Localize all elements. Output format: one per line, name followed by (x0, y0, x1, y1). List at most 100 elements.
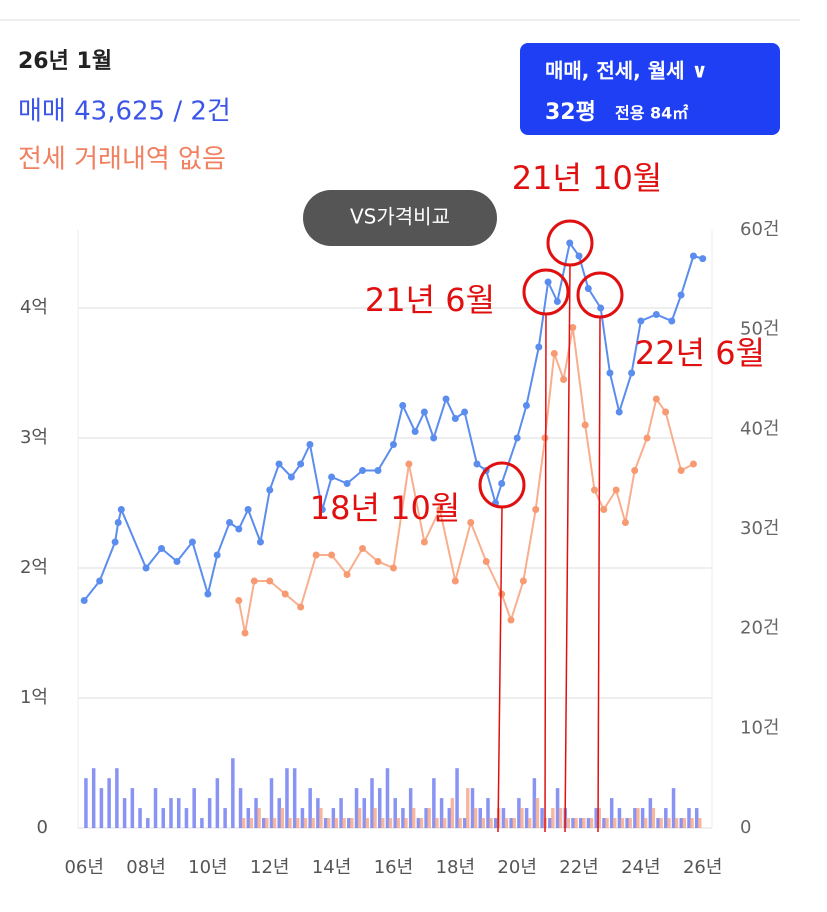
volume-bar (370, 778, 374, 828)
price-point (451, 577, 459, 585)
chart: 0 1억 2억 3억 4억 0 10건 20건 30건 40건 50건 60건 06년 08년 10년 12년… (20, 159, 779, 878)
price-point (420, 408, 428, 416)
price-point (590, 486, 598, 494)
volume-bar (594, 808, 598, 828)
volume-bar (643, 818, 648, 828)
price-point (560, 376, 568, 383)
filter-button[interactable] (520, 43, 780, 135)
compare-button[interactable] (303, 190, 497, 246)
price-point (389, 564, 397, 572)
volume-bar (223, 808, 227, 828)
volume-bar (161, 808, 166, 828)
annotation-circle (522, 268, 570, 316)
price-point (442, 395, 450, 403)
volume-bar (659, 818, 663, 828)
annotation: 21년 6월 (365, 281, 495, 319)
price-point (226, 519, 234, 526)
filter-types[interactable]: 매매, 전세, 월세 ∨ (545, 59, 708, 83)
volume-bar (146, 818, 150, 828)
volume-bar (339, 798, 343, 828)
volume-bar (504, 818, 509, 828)
volume-bar (272, 818, 277, 828)
price-point (411, 428, 419, 435)
price-point (266, 577, 274, 585)
volume-bar (323, 818, 328, 828)
compare-label[interactable]: VS가격비교 (350, 205, 450, 229)
price-point (689, 460, 697, 468)
price-point (652, 311, 660, 318)
price-point (498, 480, 506, 487)
sale-summary: 매매 43,625 / 2건 (18, 97, 231, 127)
price-point (566, 239, 574, 247)
price-point (581, 421, 589, 429)
price-point (461, 408, 469, 416)
volume-bar (350, 818, 354, 828)
volume-bar (107, 778, 111, 828)
volume-bar (527, 818, 532, 828)
y2-tick-label: 50건 (740, 319, 779, 340)
price-point (318, 506, 326, 513)
volume-bar (551, 808, 555, 828)
price-point (399, 402, 407, 409)
price-point (631, 467, 639, 474)
price-point (699, 255, 707, 263)
volume-bar (586, 818, 591, 828)
volume-bar (192, 788, 196, 828)
volume-bar (231, 758, 235, 828)
volume-bar (555, 788, 560, 828)
volume-bar (357, 808, 362, 828)
volume-bar (535, 798, 540, 828)
volume-bar (478, 808, 483, 828)
price-point (436, 506, 444, 513)
price-point (328, 473, 336, 481)
volume-bar (130, 788, 135, 828)
volume-bar (640, 808, 645, 828)
volume-bar (427, 808, 431, 828)
volume-bar (679, 818, 684, 828)
y2-tick-label: 0 (740, 817, 751, 838)
x-tick-label: 10년 (188, 857, 227, 878)
price-point (158, 545, 166, 552)
volume-bar (481, 818, 486, 828)
volume-bar (153, 788, 158, 828)
price-point (621, 519, 629, 526)
price-point (114, 519, 122, 526)
volume-bar (285, 768, 289, 828)
price-point (467, 519, 475, 526)
price-point (420, 538, 428, 546)
volume-bar (257, 808, 261, 828)
filter-size[interactable]: 32평 (545, 100, 596, 125)
price-point (80, 597, 88, 604)
price-point (297, 603, 305, 611)
price-point (473, 460, 481, 468)
price-point (430, 434, 438, 442)
x-tick-label: 08년 (126, 857, 165, 878)
price-point (519, 577, 527, 585)
volume-bar (122, 798, 127, 828)
price-point (389, 441, 397, 448)
price-point (553, 298, 561, 305)
price-point (541, 434, 549, 442)
volume-bar (319, 808, 323, 828)
volume-bar (540, 808, 544, 828)
price-line (237, 327, 694, 634)
x-tick-label: 14년 (312, 857, 351, 878)
volume-bar (548, 818, 552, 828)
volume-bar (486, 798, 490, 828)
annotation-line (544, 313, 547, 833)
filter-area[interactable]: 전용 84㎡ (615, 104, 688, 123)
volume-bar (334, 818, 339, 828)
price-point (235, 597, 243, 604)
volume-bar (249, 818, 254, 828)
price-point (287, 473, 295, 481)
volume-bar (138, 808, 142, 828)
price-point (584, 285, 592, 292)
volume-bar (388, 818, 393, 828)
volume-bar (439, 798, 444, 828)
price-point (544, 278, 552, 286)
price-point (312, 551, 320, 559)
volume-bar (617, 808, 622, 828)
volume-bar (269, 778, 274, 828)
y-tick-label: 2억 (20, 557, 48, 578)
volume-bar (442, 818, 447, 828)
